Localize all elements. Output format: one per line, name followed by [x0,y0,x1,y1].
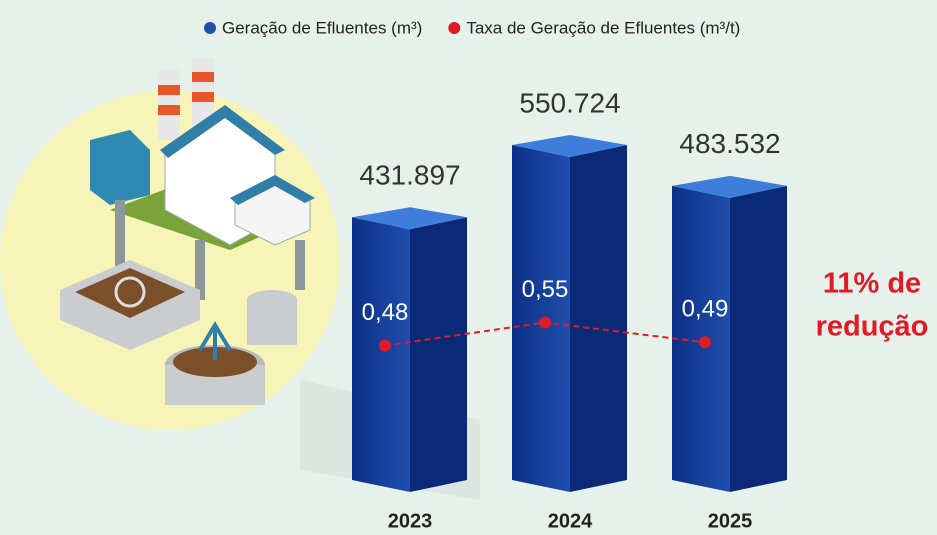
annotation: redução [816,311,929,343]
value-label: 431.897 [359,160,460,191]
value-label: 483.532 [679,128,780,159]
bar-top [512,134,627,157]
line-point [699,336,711,349]
value-label: 0,49 [682,296,729,323]
value-label: 0,48 [362,299,409,326]
legend-marker [204,22,216,34]
x-tick-label: 2023 [388,510,433,532]
annotation: 11% de [823,268,921,300]
legend-marker [448,22,461,34]
bar-top [352,207,467,230]
illustration [0,58,480,500]
x-tick-label: 2024 [548,510,593,532]
x-tick-label: 2025 [708,510,753,532]
bar-side [730,185,787,492]
legend-label: Taxa de Geração de Efluentes (m³/t) [466,18,740,37]
bar-top [672,175,787,198]
bar [352,217,410,492]
bar-side [570,144,627,492]
bar-side [410,217,467,492]
value-label: 550.724 [519,87,620,118]
line-point [539,316,551,329]
line-point [379,339,391,352]
value-label: 0,55 [522,276,569,303]
legend-label: Geração de Efluentes (m³) [222,18,422,37]
